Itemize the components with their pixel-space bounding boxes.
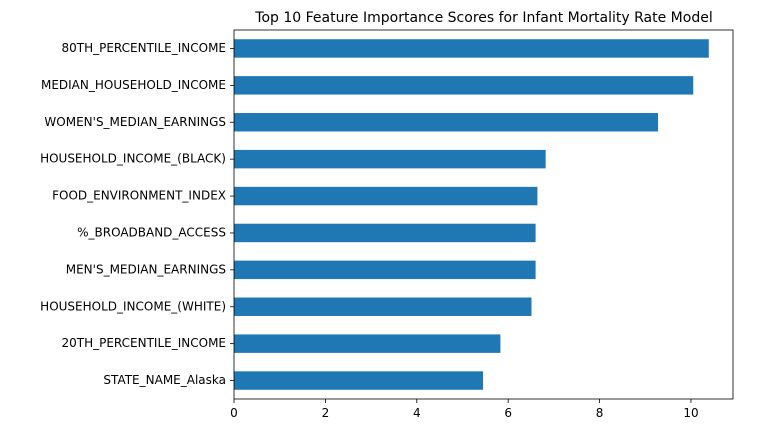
y-tick-label: FOOD_ENVIRONMENT_INDEX	[52, 189, 226, 203]
y-tick-label: MEN'S_MEDIAN_EARNINGS	[66, 262, 226, 276]
x-tick-label: 2	[322, 406, 330, 420]
y-tick-label: 20TH_PERCENTILE_INCOME	[61, 336, 226, 350]
x-tick-label: 10	[683, 406, 698, 420]
chart-title: Top 10 Feature Importance Scores for Inf…	[254, 10, 712, 26]
x-tick-label: 6	[504, 406, 512, 420]
y-tick-label: STATE_NAME_Alaska	[103, 373, 226, 387]
bar	[234, 149, 546, 169]
bar	[234, 260, 536, 280]
y-tick-label: HOUSEHOLD_INCOME_(WHITE)	[40, 299, 226, 313]
bar	[234, 334, 501, 353]
bar	[234, 76, 694, 95]
y-tick-label: MEDIAN_HOUSEHOLD_INCOME	[41, 78, 226, 92]
y-tick-label: %_BROADBAND_ACCESS	[77, 225, 226, 239]
y-tick-label: 80TH_PERCENTILE_INCOME	[61, 41, 226, 55]
axes-frame	[233, 29, 734, 400]
bar	[234, 186, 538, 206]
x-tick-label: 0	[230, 406, 238, 420]
x-tick-label: 4	[413, 406, 421, 420]
bar	[234, 297, 532, 316]
bar	[234, 223, 536, 243]
bar	[234, 371, 484, 390]
y-tick-label: WOMEN'S_MEDIAN_EARNINGS	[44, 115, 226, 129]
y-tick-label: HOUSEHOLD_INCOME_(BLACK)	[40, 152, 226, 166]
plot-area: 80TH_PERCENTILE_INCOME MEDIAN_HOUSEHOLD_I…	[40, 29, 734, 420]
bar	[234, 113, 659, 132]
x-tick-label: 8	[596, 406, 604, 420]
bar	[234, 39, 709, 58]
